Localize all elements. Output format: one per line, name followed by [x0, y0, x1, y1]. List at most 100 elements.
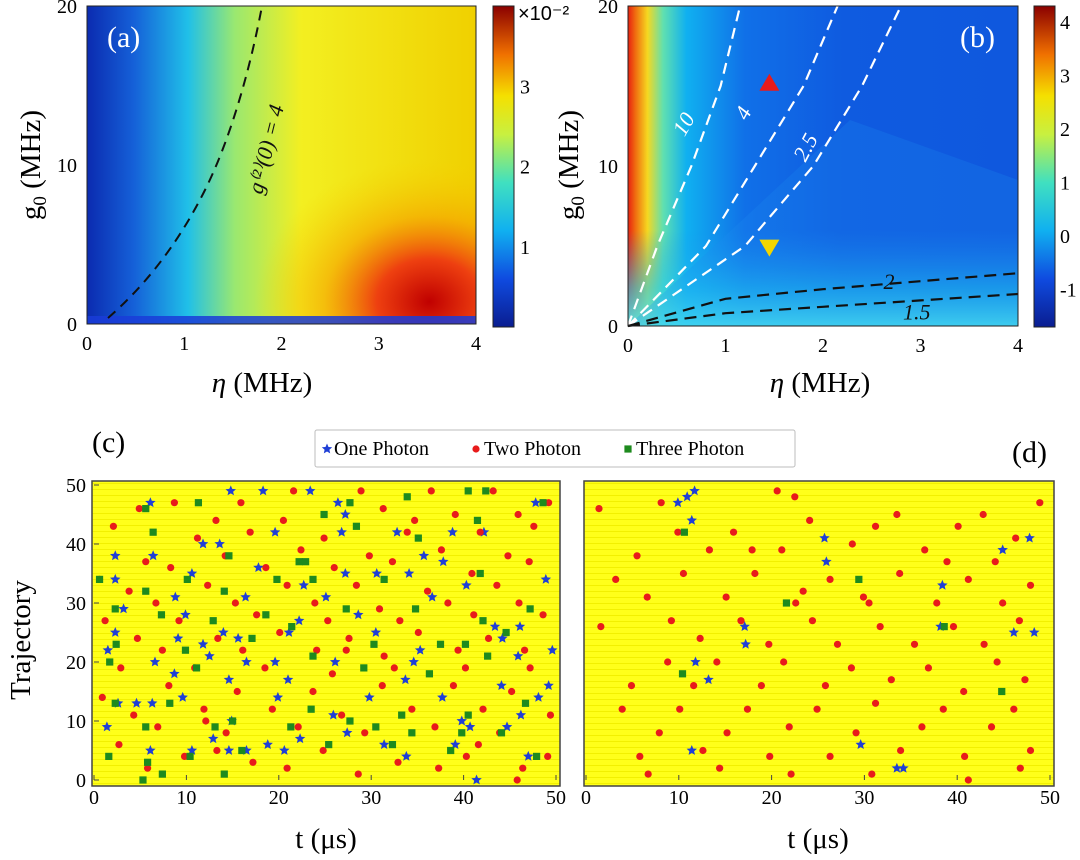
circle-point	[449, 682, 458, 690]
star-point	[257, 485, 269, 496]
square-point	[482, 487, 490, 495]
xtick-label: 30	[854, 787, 874, 809]
circle-point	[143, 764, 152, 772]
circle-point	[403, 528, 411, 536]
square-point	[158, 770, 166, 778]
circle-point	[214, 634, 222, 643]
square-point	[111, 605, 119, 613]
star-point	[240, 591, 251, 602]
square-point	[143, 758, 152, 766]
circle-point	[954, 522, 962, 530]
square-point	[194, 499, 203, 507]
square-point	[380, 575, 388, 583]
circle-point	[791, 493, 799, 501]
star-point	[283, 627, 295, 637]
star-point	[464, 721, 476, 732]
star-point	[496, 680, 507, 690]
square-point	[342, 605, 350, 613]
star-point	[145, 497, 156, 508]
star-point	[172, 632, 184, 643]
circle-point	[222, 729, 230, 737]
circle-point	[921, 546, 929, 554]
square-point	[372, 723, 380, 731]
ytick-label: 0	[67, 314, 77, 336]
circle-point	[526, 664, 534, 672]
star-point	[438, 556, 449, 567]
circle-point	[847, 664, 856, 672]
star-point	[681, 491, 693, 502]
star-point	[540, 573, 552, 584]
star-point	[340, 568, 351, 578]
star-point	[186, 568, 198, 578]
circle-point	[276, 628, 284, 637]
square-point	[447, 746, 455, 755]
star-point	[298, 579, 309, 590]
star-point	[497, 632, 508, 643]
square-point	[476, 569, 484, 578]
square-point	[95, 575, 104, 583]
colorbar-a	[492, 5, 515, 328]
circle-point	[667, 617, 675, 625]
circle-point	[345, 634, 353, 643]
star-point	[177, 691, 188, 702]
square-point	[940, 623, 948, 631]
circle-point	[722, 593, 730, 601]
circle-point	[283, 581, 291, 589]
square-point	[262, 611, 270, 619]
xlabel-b: η (MHz)	[770, 367, 871, 399]
star-point	[320, 591, 332, 602]
circle-point	[125, 587, 133, 595]
circle-point	[423, 587, 432, 595]
plot-area-c	[92, 481, 560, 786]
star-point	[523, 750, 534, 761]
circle-point	[859, 593, 868, 601]
circle-point	[1010, 705, 1018, 713]
legend-circle-icon	[472, 445, 480, 453]
xtick-label: 4	[1013, 335, 1023, 357]
star-point	[294, 733, 306, 744]
star-point	[1029, 627, 1040, 637]
circle-point	[751, 569, 759, 578]
frame-b	[627, 5, 1019, 327]
star-point	[937, 579, 948, 590]
star-point	[169, 668, 180, 679]
circle-point	[991, 558, 999, 566]
ticks-d: 0 10 20 30 40 50	[581, 775, 1060, 809]
circle-point	[993, 658, 1001, 666]
star-point	[118, 603, 129, 614]
circle-point	[633, 552, 641, 560]
circle-point	[933, 599, 941, 607]
star-point	[269, 656, 281, 667]
star-point	[391, 526, 403, 537]
colorbar-b-tick: -1	[1060, 280, 1077, 302]
square-point	[301, 558, 310, 566]
square-point	[181, 646, 190, 654]
circle-point	[231, 599, 239, 607]
circle-point	[705, 546, 714, 554]
circle-point	[324, 617, 332, 625]
ylabel-b: g0 (MHz)	[553, 110, 589, 220]
circle-point	[748, 546, 756, 554]
frame-c	[91, 480, 561, 787]
xlabel-c: t (μs)	[295, 823, 356, 855]
plot-area-d	[584, 481, 1054, 786]
circle-point	[451, 510, 459, 519]
ylabel-a: g0 (MHz)	[15, 110, 51, 220]
circle-point	[787, 770, 795, 778]
legend-star-icon	[321, 443, 333, 454]
star-point	[543, 680, 554, 690]
circle-point	[910, 640, 919, 648]
star-point	[740, 638, 751, 649]
circle-point	[431, 723, 439, 731]
circle-point	[249, 758, 257, 766]
circle-point	[871, 522, 880, 530]
ylabel-c: Trajectory	[5, 580, 37, 700]
ytick-label: 30	[66, 593, 86, 615]
circle-point	[493, 581, 501, 589]
star-point	[269, 526, 281, 537]
star-point	[530, 497, 541, 508]
xtick-label: 3	[916, 335, 926, 357]
circle-point	[388, 558, 397, 566]
xtick-label: 2	[277, 333, 287, 355]
